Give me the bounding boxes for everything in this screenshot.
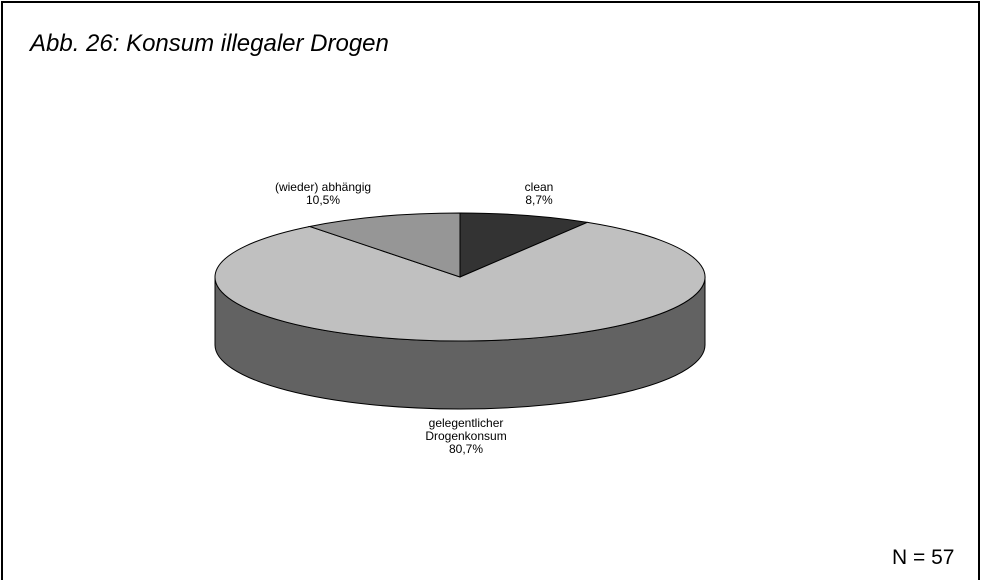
pie-slice-gelegentlicher-drogenkonsum: [214, 221, 706, 342]
sample-size-note: N = 57: [892, 546, 955, 569]
pie-label-clean: clean 8,7%: [525, 180, 554, 207]
chart-title: Abb. 26: Konsum illegaler Drogen: [30, 30, 389, 57]
pie-slice-clean: [459, 212, 590, 278]
pie-slice-wieder-abh-ngig: [307, 212, 461, 278]
pie-label-gelegentlicher-drogenkonsum: gelegentlicher Drogenkonsum 80,7%: [425, 416, 506, 456]
pie-label-wieder-abh-ngig: (wieder) abhängig 10,5%: [275, 180, 371, 207]
